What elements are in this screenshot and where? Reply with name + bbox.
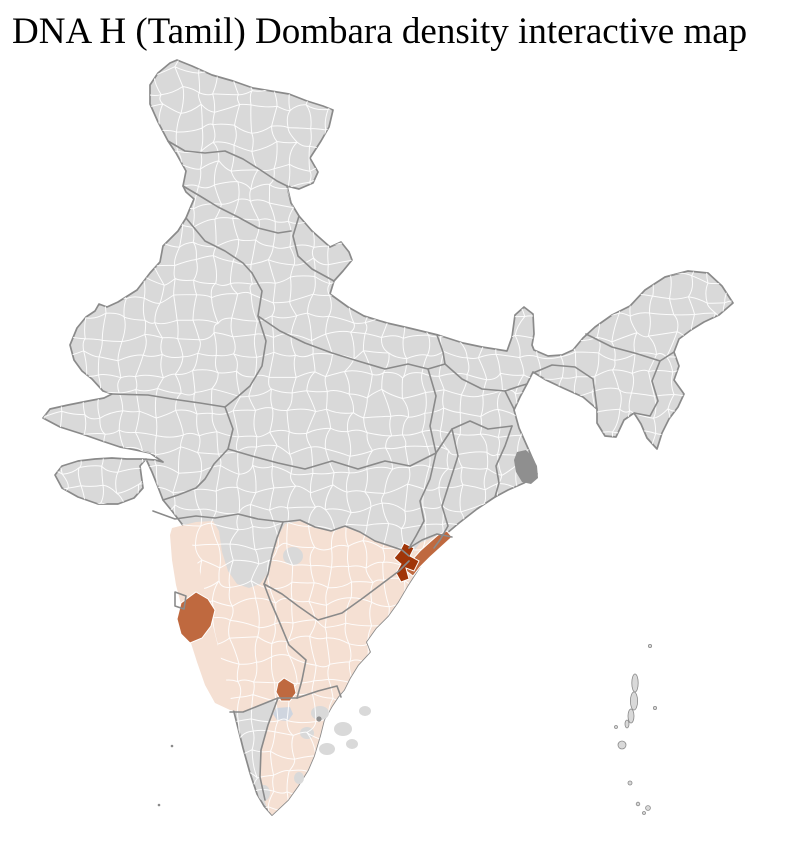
medium-density-district-3[interactable] — [275, 677, 297, 702]
india-outline[interactable] — [42, 59, 734, 816]
page-title: DNA H (Tamil) Dombara density interactiv… — [12, 11, 748, 52]
state-borders — [111, 140, 675, 801]
andaman-nicobar-islands[interactable] — [614, 644, 658, 815]
river-delta-area[interactable] — [514, 450, 538, 484]
chennai-city-district[interactable] — [316, 716, 322, 722]
lakshadweep-islands[interactable] — [157, 744, 174, 807]
medium-density-district-1[interactable] — [176, 591, 216, 644]
low-density-region[interactable] — [170, 521, 452, 815]
